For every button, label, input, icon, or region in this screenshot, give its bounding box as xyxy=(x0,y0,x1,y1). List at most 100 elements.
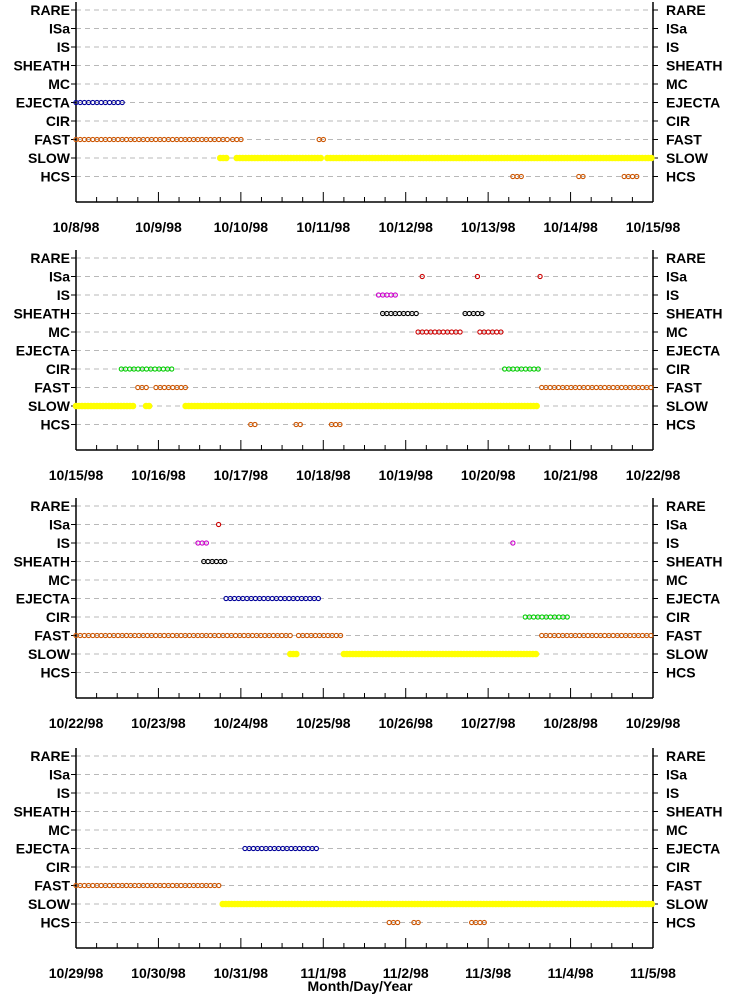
data-point-slow xyxy=(222,154,230,162)
category-label-left: SLOW xyxy=(28,150,71,166)
data-point-fast xyxy=(337,632,344,639)
data-point-slow xyxy=(648,154,655,162)
data-point-fast xyxy=(169,632,176,639)
category-label-right: ISa xyxy=(666,517,687,533)
x-tick-label: 10/18/98 xyxy=(296,467,351,483)
data-point-fast xyxy=(320,136,327,143)
data-point-fast xyxy=(106,882,113,889)
category-label-left: FAST xyxy=(34,132,70,148)
x-tick-label: 10/31/98 xyxy=(214,965,269,981)
data-point-ejecta xyxy=(277,595,284,602)
category-label-right: HCS xyxy=(666,665,696,681)
data-point-is xyxy=(510,540,516,546)
data-point-fast xyxy=(295,632,302,639)
data-point-cir xyxy=(535,366,541,372)
category-label-left: IS xyxy=(57,535,70,551)
category-label-left: RARE xyxy=(30,2,70,18)
data-point-fast xyxy=(602,632,608,639)
data-point-slow xyxy=(533,402,540,410)
category-label-right: HCS xyxy=(666,915,696,931)
category-label-left: IS xyxy=(57,39,70,55)
x-tick-label: 10/26/98 xyxy=(378,715,433,731)
data-point-ejecta xyxy=(119,99,125,106)
data-point-sheath xyxy=(413,310,419,317)
category-label-right: RARE xyxy=(666,2,706,18)
data-point-fast xyxy=(648,632,654,639)
category-label-left: RARE xyxy=(30,250,70,266)
category-label-right: CIR xyxy=(666,859,690,875)
x-tick-label: 10/29/98 xyxy=(49,965,104,981)
category-label-right: IS xyxy=(666,39,679,55)
x-tick-label: 10/14/98 xyxy=(543,219,598,235)
category-label-right: FAST xyxy=(666,628,702,644)
x-tick-label: 10/15/98 xyxy=(626,219,681,235)
data-point-fast xyxy=(224,136,230,143)
x-tick-label: 10/8/98 xyxy=(53,219,100,235)
category-label-right: MC xyxy=(666,822,688,838)
data-point-slow xyxy=(532,650,540,658)
data-point-fast xyxy=(170,384,176,391)
category-label-right: SLOW xyxy=(666,646,709,662)
data-point-ejecta xyxy=(242,845,248,852)
data-point-ejecta xyxy=(305,845,311,852)
x-tick-label: 11/1/98 xyxy=(300,965,346,981)
category-label-left: MC xyxy=(48,76,70,92)
x-tick-label: 10/23/98 xyxy=(131,715,186,731)
x-tick-label: 10/16/98 xyxy=(131,467,186,483)
category-label-left: ISa xyxy=(49,21,70,37)
category-label-right: SHEATH xyxy=(666,804,723,820)
data-point-fast xyxy=(287,632,293,639)
category-label-left: IS xyxy=(57,785,70,801)
category-label-right: RARE xyxy=(666,250,706,266)
category-label-left: SHEATH xyxy=(13,554,70,570)
category-label-left: FAST xyxy=(34,628,70,644)
data-point-ejecta xyxy=(315,595,322,602)
category-label-right: FAST xyxy=(666,878,702,894)
category-label-left: HCS xyxy=(40,665,70,681)
data-point-mc xyxy=(457,329,463,335)
x-tick-label: 11/2/98 xyxy=(383,965,429,981)
category-label-left: FAST xyxy=(34,380,70,396)
x-tick-label: 10/20/98 xyxy=(461,467,516,483)
data-point-fast xyxy=(593,384,599,391)
data-point-fast xyxy=(106,632,113,639)
x-tick-label: 10/22/98 xyxy=(626,467,681,483)
category-label-right: FAST xyxy=(666,132,702,148)
category-label-left: HCS xyxy=(40,417,70,433)
category-label-left: SLOW xyxy=(28,398,71,414)
data-point-fast xyxy=(169,882,176,889)
category-label-left: EJECTA xyxy=(16,343,70,359)
data-point-hcs xyxy=(518,173,524,180)
category-label-right: IS xyxy=(666,535,679,551)
x-tick-label: 10/22/98 xyxy=(49,715,104,731)
category-label-left: IS xyxy=(57,287,70,303)
data-point-cir xyxy=(169,366,175,372)
category-label-right: EJECTA xyxy=(666,343,720,359)
data-point-fast xyxy=(224,632,230,639)
data-point-fast xyxy=(232,632,239,639)
x-tick-label: 10/30/98 xyxy=(131,965,186,981)
data-point-fast xyxy=(98,632,104,639)
x-tick-label: 11/3/98 xyxy=(465,965,511,981)
data-point-slow xyxy=(293,650,300,658)
x-tick-label: 10/12/98 xyxy=(378,219,433,235)
category-label-right: FAST xyxy=(666,380,702,396)
category-label-right: RARE xyxy=(666,498,706,514)
category-label-right: MC xyxy=(666,572,688,588)
data-point-is xyxy=(392,292,398,298)
category-label-left: HCS xyxy=(40,915,70,931)
x-tick-label: 10/9/98 xyxy=(135,219,182,235)
data-point-cir xyxy=(539,614,545,620)
data-point-isa xyxy=(537,273,543,280)
x-tick-label: 10/24/98 xyxy=(214,715,269,731)
category-label-right: EJECTA xyxy=(666,591,720,607)
x-tick-label: 10/21/98 xyxy=(543,467,598,483)
category-label-left: CIR xyxy=(46,361,70,377)
data-point-cir xyxy=(152,366,158,372)
category-label-right: SHEATH xyxy=(666,58,723,74)
category-label-right: IS xyxy=(666,785,679,801)
data-point-hcs xyxy=(252,421,258,428)
category-label-left: MC xyxy=(48,324,70,340)
category-label-left: ISa xyxy=(49,269,70,285)
